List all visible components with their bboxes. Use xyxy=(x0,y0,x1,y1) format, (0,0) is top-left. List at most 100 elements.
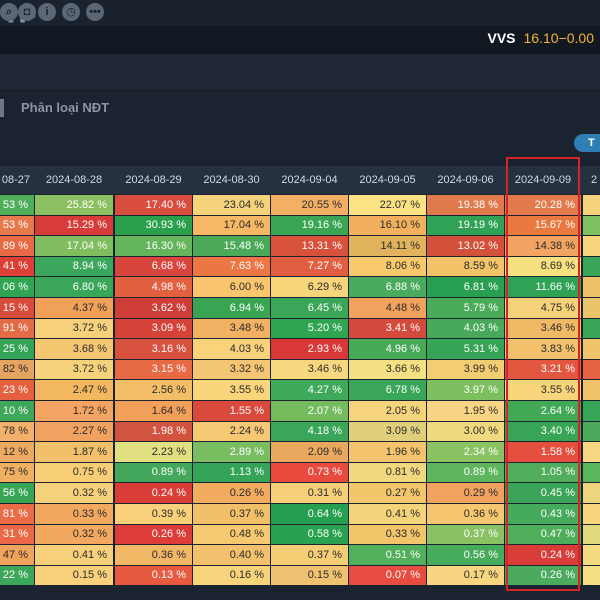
table-cell: 47 % xyxy=(0,545,34,565)
table-cell: 7.27 % xyxy=(271,257,348,276)
table-cell xyxy=(583,422,600,441)
table-cell: 3.32 % xyxy=(193,360,270,379)
column-header[interactable]: 2024-08-29 xyxy=(125,174,182,186)
table-cell: 0.47 % xyxy=(505,525,581,544)
table-cell: 3.62 % xyxy=(115,298,192,318)
table-cell: 6.29 % xyxy=(271,277,348,297)
table-cell: 2.93 % xyxy=(271,339,348,359)
column-header[interactable]: 2024-09-06 xyxy=(437,174,494,186)
table-cell: 1.96 % xyxy=(349,442,426,462)
table-cell: 53 % xyxy=(0,216,34,235)
table-cell: 2.07 % xyxy=(271,401,348,421)
table-cell: 5.20 % xyxy=(271,319,348,338)
table-cell: 8.06 % xyxy=(349,257,426,276)
table-cell: 8.69 % xyxy=(505,257,581,276)
table-cell: 3.21 % xyxy=(505,360,581,379)
table-cell: 2.09 % xyxy=(271,442,348,462)
table-cell xyxy=(583,360,600,379)
table-cell: 0.32 % xyxy=(35,525,113,544)
table-cell: 3.41 % xyxy=(349,319,426,338)
table-cell: 0.37 % xyxy=(427,525,504,544)
table-cell: 3.09 % xyxy=(349,422,426,441)
clock-icon[interactable]: ◷ xyxy=(62,3,80,21)
table-cell: 7.63 % xyxy=(193,257,270,276)
table-cell: 12 % xyxy=(0,442,34,462)
table-cell: 1.55 % xyxy=(193,401,270,421)
column-header[interactable]: 2024-08-28 xyxy=(45,174,103,186)
table-cell: 2.56 % xyxy=(115,380,192,400)
table-cell: 2.34 % xyxy=(427,442,504,462)
table-cell: 2.05 % xyxy=(349,401,426,421)
table-cell: 4.98 % xyxy=(115,277,192,297)
table-cell xyxy=(583,195,600,215)
table-cell: 15 % xyxy=(0,298,34,318)
table-cell: 0.40 % xyxy=(193,545,270,565)
table-cell: 15.67 % xyxy=(505,216,581,235)
column-header[interactable]: 08-27 xyxy=(1,174,30,186)
table-cell: 2.47 % xyxy=(35,380,113,400)
table-cell: 16.30 % xyxy=(115,236,192,256)
gift-icon[interactable]: ◘ xyxy=(18,3,36,21)
table-cell: 5.79 % xyxy=(427,298,504,318)
table-cell: 0.27 % xyxy=(349,483,426,503)
table-cell: 6.68 % xyxy=(115,257,192,276)
table-cell: 0.29 % xyxy=(427,483,504,503)
table-cell: 17.40 % xyxy=(115,195,192,215)
table-cell: 0.56 % xyxy=(427,545,504,565)
column-header[interactable]: 2024-09-09 xyxy=(514,174,572,186)
table-cell: 0.26 % xyxy=(193,483,270,503)
table-cell: 4.37 % xyxy=(35,298,113,318)
table-cell: 20.28 % xyxy=(505,195,581,215)
table-cell: 0.81 % xyxy=(349,463,426,482)
table-cell xyxy=(583,504,600,524)
table-cell: 0.16 % xyxy=(193,566,270,585)
table-cell: 0.24 % xyxy=(505,545,581,565)
table-cell: 0.45 % xyxy=(505,483,581,503)
table-cell xyxy=(583,463,600,482)
column-header[interactable]: 2 xyxy=(591,174,598,186)
table-cell xyxy=(583,566,600,585)
section-header xyxy=(0,91,600,131)
table-cell: 0.36 % xyxy=(427,504,504,524)
table-cell: 13.31 % xyxy=(271,236,348,256)
search-icon[interactable]: ⌕ xyxy=(0,3,18,21)
more-icon[interactable]: ••• xyxy=(86,3,104,21)
table-cell: 2.64 % xyxy=(505,401,581,421)
table-cell xyxy=(583,339,600,359)
table-cell: 4.48 % xyxy=(349,298,426,318)
table-cell: 0.07 % xyxy=(349,566,426,585)
table-cell: 14.11 % xyxy=(349,236,426,256)
table-cell: 17.04 % xyxy=(35,236,113,256)
tab-investor-classification[interactable]: Phân loại NĐT xyxy=(21,100,110,115)
table-cell: 3.66 % xyxy=(349,360,426,379)
table-cell: 3.97 % xyxy=(427,380,504,400)
table-cell: 0.26 % xyxy=(115,525,192,544)
table-cell: 15.29 % xyxy=(35,216,113,235)
info-icon[interactable]: i xyxy=(38,3,56,21)
table-cell: 0.48 % xyxy=(193,525,270,544)
table-cell: 10 % xyxy=(0,401,34,421)
table-cell: 11.66 % xyxy=(505,277,581,297)
toggle-pill[interactable]: T xyxy=(574,134,600,152)
table-cell: 14.38 % xyxy=(505,236,581,256)
table-cell: 20.55 % xyxy=(271,195,348,215)
table-cell: 0.37 % xyxy=(193,504,270,524)
table-cell: 75 % xyxy=(0,463,34,482)
table-cell: 89 % xyxy=(0,236,34,256)
table-cell: 6.80 % xyxy=(35,277,113,297)
table-cell: 19.16 % xyxy=(271,216,348,235)
column-header[interactable]: 2024-09-04 xyxy=(281,174,338,186)
table-cell: 0.58 % xyxy=(271,525,348,544)
table-cell: 0.89 % xyxy=(427,463,504,482)
column-header[interactable]: 2024-09-05 xyxy=(359,174,416,186)
table-cell: 06 % xyxy=(0,277,34,297)
table-cell: 6.78 % xyxy=(349,380,426,400)
table-cell: 1.64 % xyxy=(115,401,192,421)
table-cell xyxy=(583,216,600,235)
table-cell xyxy=(583,442,600,462)
column-header[interactable]: 2024-08-30 xyxy=(203,174,260,186)
table-cell: 1.98 % xyxy=(115,422,192,441)
table-cell: 4.75 % xyxy=(505,298,581,318)
table-cell: 3.15 % xyxy=(115,360,192,379)
table-cell: 3.99 % xyxy=(427,360,504,379)
